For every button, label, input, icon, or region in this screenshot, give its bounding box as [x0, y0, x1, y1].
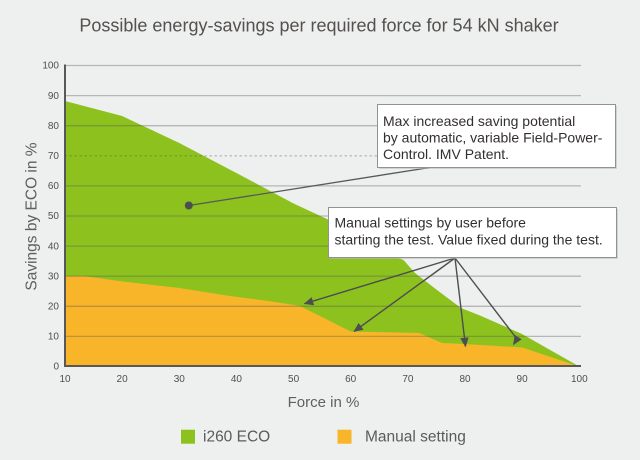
svg-text:Control. IMV Patent.: Control. IMV Patent.	[383, 146, 509, 162]
svg-text:100: 100	[42, 61, 59, 72]
svg-text:20: 20	[48, 302, 60, 313]
svg-text:20: 20	[117, 374, 129, 385]
svg-text:30: 30	[48, 271, 60, 282]
svg-text:10: 10	[59, 374, 71, 385]
svg-text:Max increased saving potential: Max increased saving potential	[383, 113, 575, 129]
svg-text:i260 ECO: i260 ECO	[203, 429, 270, 446]
svg-text:Force in %: Force in %	[288, 394, 360, 411]
svg-text:50: 50	[288, 374, 300, 385]
svg-text:50: 50	[48, 211, 60, 222]
svg-text:30: 30	[174, 374, 186, 385]
svg-text:Possible energy-savings per re: Possible energy-savings per required for…	[79, 16, 558, 36]
svg-text:by automatic, variable Field-P: by automatic, variable Field-Power-	[383, 129, 603, 145]
svg-text:60: 60	[48, 181, 60, 192]
svg-text:10: 10	[48, 332, 60, 343]
svg-text:90: 90	[48, 91, 60, 102]
svg-text:90: 90	[517, 374, 529, 385]
svg-text:80: 80	[459, 374, 471, 385]
svg-text:60: 60	[345, 374, 357, 385]
svg-text:40: 40	[48, 241, 60, 252]
svg-text:80: 80	[48, 121, 60, 132]
svg-text:starting the test. Value fixed: starting the test. Value fixed during th…	[335, 232, 603, 248]
svg-text:100: 100	[571, 374, 588, 385]
svg-text:Manual settings by user before: Manual settings by user before	[335, 215, 527, 231]
svg-text:Manual setting: Manual setting	[365, 429, 466, 446]
svg-text:Savings by ECO in %: Savings by ECO in %	[24, 142, 41, 290]
svg-text:70: 70	[402, 374, 414, 385]
svg-text:40: 40	[231, 374, 243, 385]
svg-text:70: 70	[48, 151, 60, 162]
svg-text:0: 0	[53, 362, 59, 373]
